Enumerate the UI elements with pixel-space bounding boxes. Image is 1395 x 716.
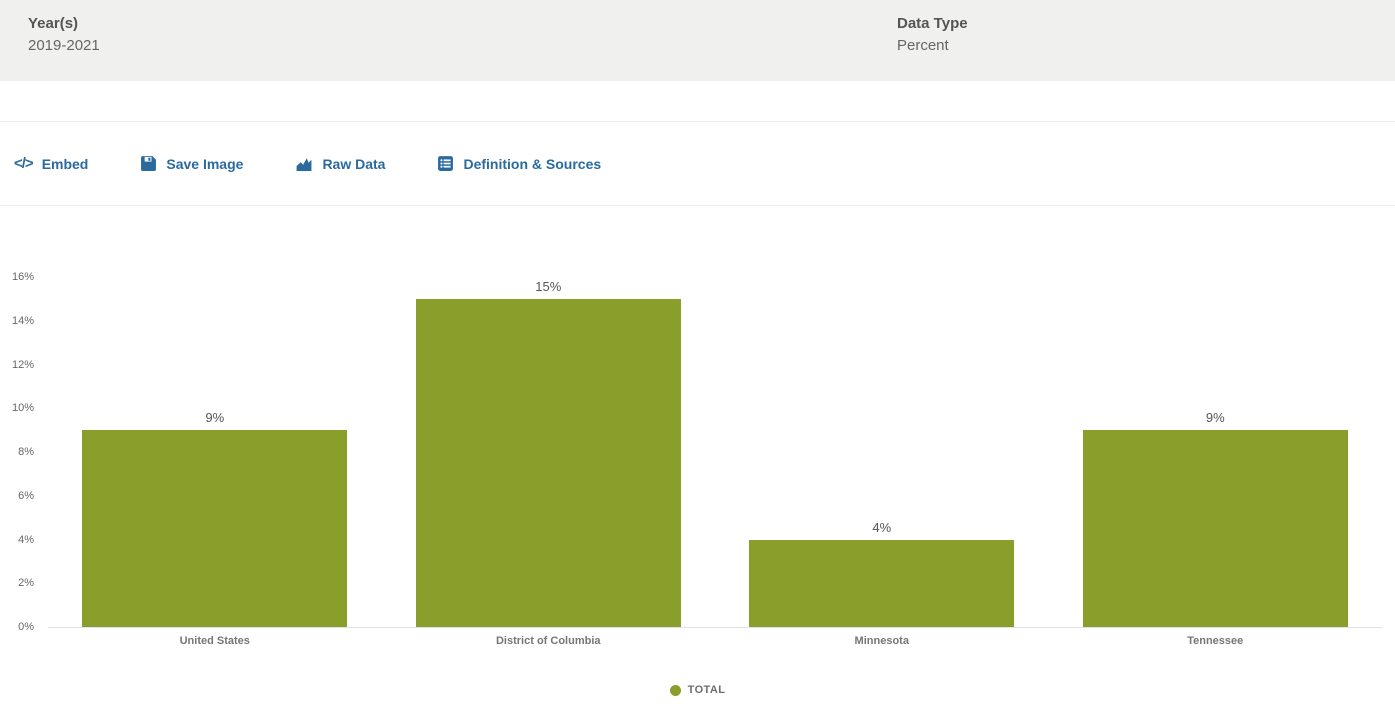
bar-chart: 0% 2% 4% 6% 8% 10% 12% 14% 16% 9% United States 15%… (0, 206, 1395, 716)
bar-group: 4% Minnesota (715, 277, 1049, 647)
year-label: Year(s) (28, 15, 79, 32)
data-type-label: Data Type (897, 15, 968, 32)
x-axis-label: Minnesota (854, 635, 909, 647)
save-image-button[interactable]: Save Image (140, 155, 243, 172)
x-axis-label: United States (179, 635, 250, 647)
y-axis-tick-label: 12% (11, 358, 34, 371)
y-axis-tick-label: 6% (18, 489, 34, 502)
bar[interactable] (749, 539, 1015, 627)
legend-label: TOTAL (687, 684, 726, 696)
y-axis-tick-label: 0% (18, 621, 34, 633)
definition-sources-button[interactable]: Definition & Sources (437, 155, 601, 172)
y-axis-tick-label: 14% (11, 314, 34, 327)
y-axis-tick-label: 4% (18, 533, 34, 546)
bar-value-label: 9% (205, 410, 225, 426)
data-type-value: Percent (897, 36, 949, 54)
chart-toolbar: </> Embed Save Image Raw Data (0, 122, 1395, 206)
definition-sources-label: Definition & Sources (463, 155, 602, 172)
legend-dot-icon (669, 684, 681, 696)
save-image-label: Save Image (166, 155, 244, 172)
bar-value-label: 15% (535, 278, 562, 294)
bar[interactable] (82, 430, 348, 627)
bar-group: 9% Tennessee (1049, 277, 1383, 647)
y-axis-tick-label: 16% (11, 271, 34, 283)
meta-band: Year(s) 2019-2021 Data Type Percent (0, 0, 1395, 81)
embed-button[interactable]: </> Embed (14, 155, 88, 172)
y-axis-tick-label: 10% (11, 402, 34, 415)
list-icon (437, 155, 454, 172)
y-axis-tick-label: 2% (18, 577, 34, 590)
save-floppy-icon (140, 155, 157, 172)
bar-group: 15% District of Columbia (382, 277, 716, 647)
raw-data-label: Raw Data (322, 155, 386, 172)
bar[interactable] (1082, 430, 1348, 627)
chart-legend: TOTAL (0, 684, 1395, 696)
embed-label: Embed (41, 155, 89, 172)
bar-group: 9% United States (48, 277, 382, 647)
bar-value-label: 9% (1205, 410, 1225, 426)
year-value: 2019-2021 (28, 36, 100, 54)
data-type-field: Data Type Percent (897, 13, 968, 57)
bar-value-label: 4% (872, 519, 892, 535)
embed-code-icon: </> (14, 155, 34, 172)
raw-data-button[interactable]: Raw Data (295, 155, 385, 172)
plot-area: 0% 2% 4% 6% 8% 10% 12% 14% 16% 9% United States 15%… (12, 271, 1383, 647)
header-divider (0, 81, 1395, 122)
year-field: Year(s) 2019-2021 (28, 13, 100, 57)
y-axis-tick-label: 8% (18, 446, 34, 458)
bar[interactable] (415, 298, 681, 627)
x-axis-label: Tennessee (1187, 635, 1244, 647)
area-chart-icon (295, 155, 313, 172)
x-axis-label: District of Columbia (495, 635, 601, 647)
